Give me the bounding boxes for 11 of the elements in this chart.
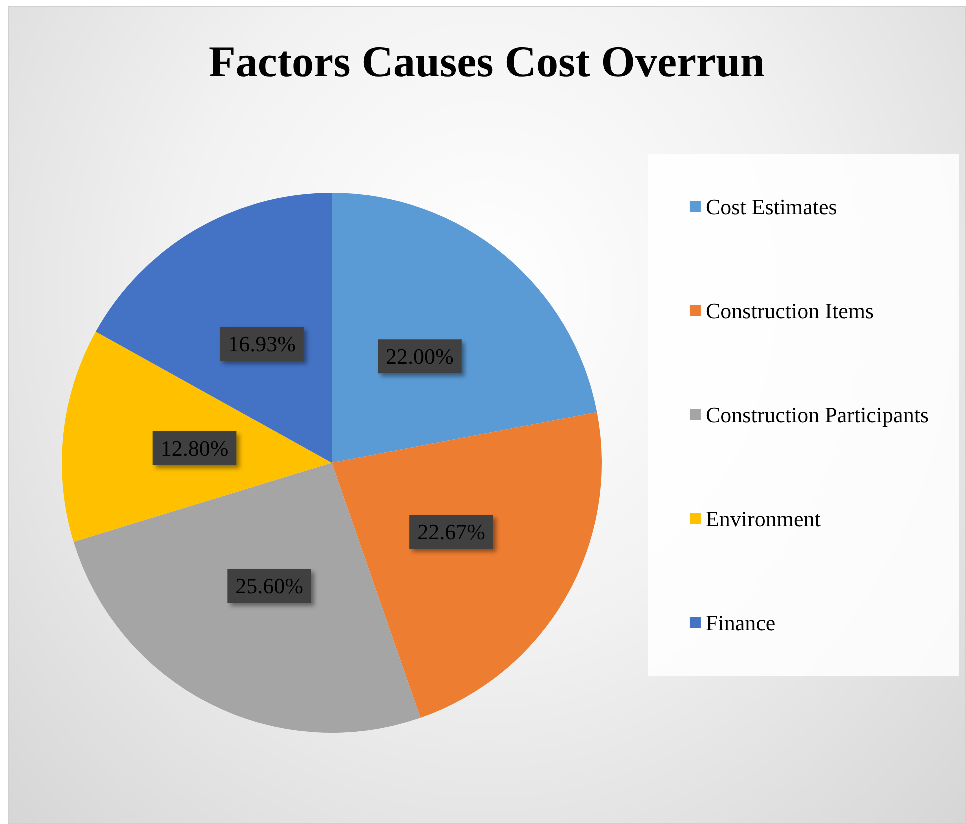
legend-label: Construction Participants	[706, 402, 929, 428]
legend-label: Construction Items	[706, 298, 874, 324]
legend-label: Finance	[706, 610, 776, 636]
legend-label: Cost Estimates	[706, 194, 838, 220]
data-label: 22.00%	[386, 344, 454, 370]
data-label: 25.60%	[236, 574, 304, 599]
data-label: 12.80%	[160, 436, 229, 462]
chart-title: Factors Causes Cost Overrun	[208, 38, 766, 86]
data-label: 22.67%	[418, 520, 486, 545]
data-label: 16.93%	[228, 332, 296, 357]
legend-label: Environment	[706, 506, 821, 532]
